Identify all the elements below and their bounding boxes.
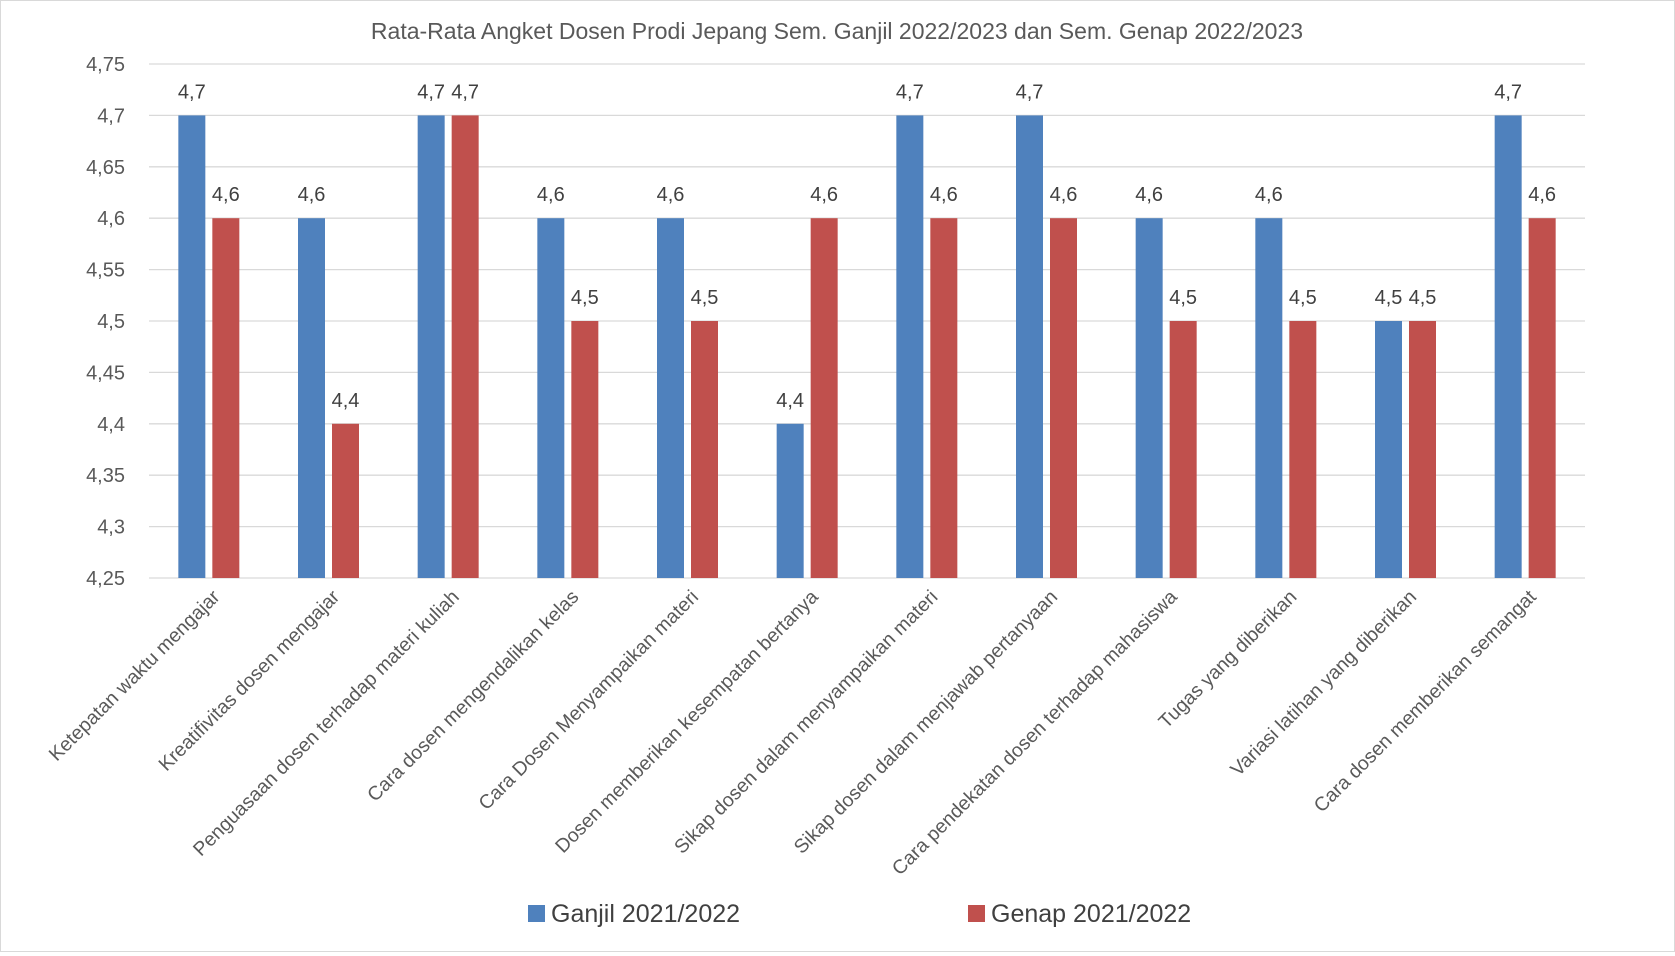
x-tick-label: Cara dosen mengendalikan kelas	[363, 586, 583, 806]
y-tick-label: 4,75	[86, 54, 125, 76]
bar	[298, 218, 325, 578]
bar	[1528, 218, 1556, 578]
x-tick-label: Dosen memberikan kesempatan bertanya	[551, 586, 823, 858]
data-label: 4,5	[1409, 287, 1437, 309]
data-label: 4,5	[691, 287, 719, 309]
data-label: 4,7	[1494, 81, 1522, 103]
data-label: 4,7	[178, 81, 206, 103]
x-tick-label: Sikap dosen dalam menyampaikan materi	[670, 586, 942, 858]
data-label: 4,6	[657, 184, 685, 206]
bar	[691, 321, 718, 578]
bar	[1409, 321, 1436, 578]
data-label: 4,6	[810, 184, 838, 206]
data-label: 4,6	[537, 184, 565, 206]
bar	[776, 423, 804, 578]
x-tick-label: Cara dosen memberikan semangat	[1310, 586, 1541, 817]
bar	[1169, 321, 1197, 578]
y-tick-label: 4,3	[97, 517, 125, 539]
data-label: 4,7	[1016, 81, 1044, 103]
data-label: 4,6	[1135, 184, 1163, 206]
bar	[1289, 321, 1317, 578]
bar	[930, 218, 958, 578]
data-label: 4,5	[1289, 287, 1317, 309]
data-label: 4,7	[896, 81, 924, 103]
y-axis: 4,25 4,3 4,35 4,4 4,45 4,5 4,55 4,6 4,65 4,7 4,75	[86, 54, 125, 590]
chart-title: Rata-Rata Angket Dosen Prodi Jepang Sem.…	[371, 18, 1303, 44]
y-tick-label: 4,55	[86, 260, 125, 282]
y-tick-label: 4,25	[86, 568, 125, 590]
data-label: 4,6	[1528, 184, 1556, 206]
x-tick-label: Penguasaan dosen terhadap materi kuliah	[189, 586, 464, 861]
data-label: 4,5	[1375, 287, 1403, 309]
bars	[178, 115, 1556, 579]
y-tick-label: 4,7	[97, 105, 125, 127]
bar	[1494, 115, 1522, 579]
data-label: 4,5	[1169, 287, 1197, 309]
bar	[657, 218, 684, 578]
bar	[571, 321, 599, 578]
legend-swatch	[528, 905, 545, 922]
bar	[417, 115, 445, 579]
bar	[332, 423, 359, 578]
legend: Ganjil 2021/2022 Genap 2021/2022	[528, 900, 1191, 928]
bar	[178, 115, 206, 579]
bar	[451, 115, 479, 579]
legend-swatch	[968, 905, 985, 922]
y-tick-label: 4,5	[97, 311, 125, 333]
bar	[1050, 218, 1077, 578]
x-tick-label: Cara Dosen Menyampaikan materi	[474, 586, 703, 815]
bar	[212, 218, 240, 578]
data-label: 4,6	[1255, 184, 1283, 206]
data-label: 4,7	[451, 81, 479, 103]
bar	[1016, 115, 1043, 579]
bar	[1255, 218, 1283, 578]
gridlines	[149, 63, 1585, 579]
x-tick-label: Sikap dosen dalam menjawab pertanyaan	[790, 586, 1062, 858]
y-tick-label: 4,65	[86, 157, 125, 179]
data-label: 4,6	[930, 184, 958, 206]
y-tick-label: 4,6	[97, 208, 125, 230]
data-label: 4,4	[776, 390, 804, 412]
data-label: 4,5	[571, 287, 599, 309]
y-tick-label: 4,4	[97, 414, 125, 436]
data-label: 4,7	[417, 81, 445, 103]
bar	[1375, 321, 1402, 578]
legend-label: Ganjil 2021/2022	[551, 900, 740, 928]
data-labels: 4,7 4,6 4,6 4,4 4,7 4,7 4,6 4,5 4,6 4,5 4,4 4,6 4,7 4…	[178, 81, 1556, 411]
x-tick-label: Cara pendekatan dosen terhadap mahasiswa	[888, 586, 1182, 880]
y-tick-label: 4,35	[86, 465, 125, 487]
y-tick-label: 4,45	[86, 362, 125, 384]
data-label: 4,6	[1050, 184, 1078, 206]
bar	[896, 115, 924, 579]
data-label: 4,4	[332, 390, 360, 412]
bar	[1135, 218, 1163, 578]
data-label: 4,6	[212, 184, 240, 206]
bar	[537, 218, 565, 578]
legend-label: Genap 2021/2022	[991, 900, 1191, 928]
bar	[810, 218, 838, 578]
data-label: 4,6	[298, 184, 326, 206]
